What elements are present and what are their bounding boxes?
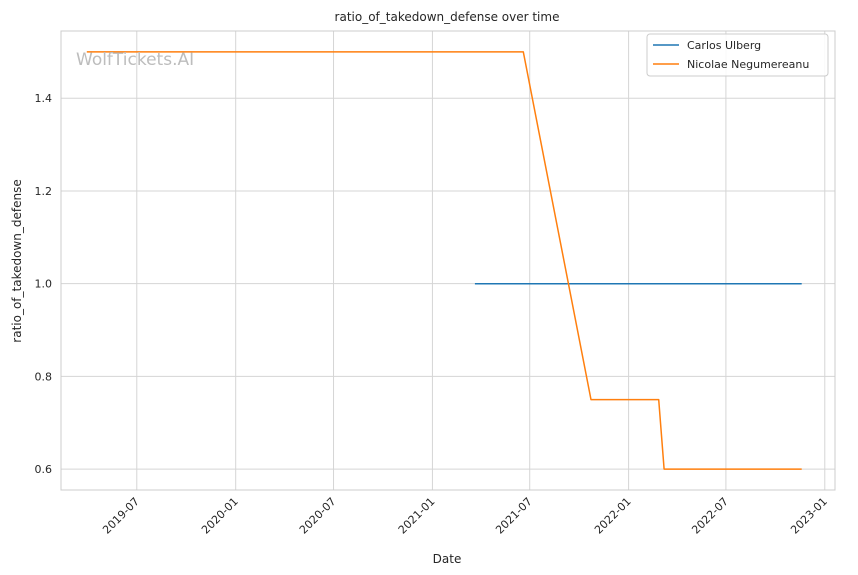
x-tick-label: 2022-07	[689, 495, 731, 537]
y-axis-label: ratio_of_takedown_defense	[10, 179, 24, 342]
y-tick-label: 1.0	[35, 278, 53, 291]
legend-label: Carlos Ulberg	[687, 39, 761, 52]
y-tick-label: 0.6	[35, 463, 53, 476]
x-tick-label: 2022-01	[592, 495, 634, 537]
chart-title: ratio_of_takedown_defense over time	[335, 10, 560, 24]
watermark-text: WolfTickets.AI	[76, 50, 194, 70]
y-tick-label: 0.8	[35, 370, 53, 383]
y-tick-label: 1.4	[35, 92, 53, 105]
grid	[61, 31, 835, 490]
legend-box	[646, 33, 829, 77]
plot-frame	[60, 30, 836, 491]
x-tick-label: 2020-01	[199, 495, 241, 537]
x-tick-label: 2021-01	[396, 495, 438, 537]
series-lines	[86, 51, 802, 470]
x-tick-label: 2023-01	[788, 495, 830, 537]
x-axis-label: Date	[433, 552, 462, 566]
x-tick-label: 2020-07	[297, 495, 339, 537]
x-tick-label: 2021-07	[493, 495, 535, 537]
x-tick-label: 2019-07	[100, 495, 142, 537]
legend-label: Nicolae Negumereanu	[687, 58, 809, 71]
series-line-2	[86, 51, 802, 470]
y-tick-label: 1.2	[35, 185, 53, 198]
legend: Carlos Ulberg Nicolae Negumereanu	[646, 33, 829, 77]
